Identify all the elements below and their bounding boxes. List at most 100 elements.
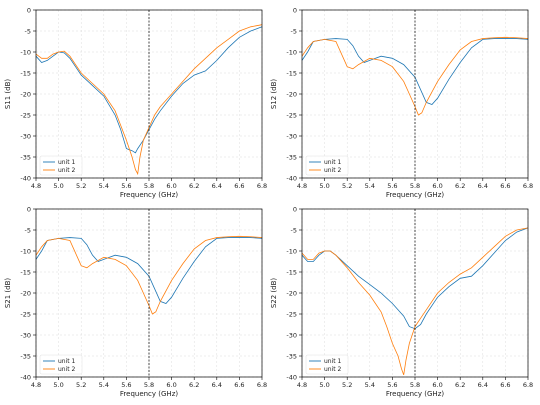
y-tick-label: -25 bbox=[20, 111, 31, 119]
x-tick-label: 5.0 bbox=[319, 182, 329, 190]
x-tick-label: 5.6 bbox=[387, 381, 397, 389]
x-tick-label: 6.4 bbox=[478, 381, 488, 389]
x-axis-label: Frequency (GHz) bbox=[120, 191, 178, 199]
x-tick-label: 6.4 bbox=[212, 381, 222, 389]
y-tick-label: -35 bbox=[286, 153, 297, 161]
y-tick-label: -30 bbox=[286, 331, 297, 339]
x-tick-label: 5.8 bbox=[144, 182, 154, 190]
x-tick-label: 5.8 bbox=[410, 182, 420, 190]
x-tick-label: 5.6 bbox=[121, 182, 131, 190]
y-tick-label: -15 bbox=[286, 268, 297, 276]
x-tick-label: 5.0 bbox=[319, 381, 329, 389]
legend-label: unit 2 bbox=[58, 366, 76, 373]
y-tick-label: -25 bbox=[20, 310, 31, 318]
series-line-unit-2 bbox=[301, 227, 529, 376]
y-tick-label: -30 bbox=[20, 132, 31, 140]
y-tick-label: 0 bbox=[27, 6, 31, 14]
y-tick-label: -25 bbox=[286, 310, 297, 318]
y-tick-label: -40 bbox=[20, 174, 31, 182]
x-tick-label: 5.4 bbox=[99, 182, 109, 190]
y-axis-label: S21 (dB) bbox=[4, 278, 12, 309]
x-axis-label: Frequency (GHz) bbox=[386, 191, 444, 199]
x-tick-label: 4.8 bbox=[31, 381, 41, 389]
x-tick-label: 6.8 bbox=[257, 182, 267, 190]
y-tick-label: -30 bbox=[286, 132, 297, 140]
y-tick-label: -15 bbox=[20, 69, 31, 77]
y-tick-label: -20 bbox=[20, 289, 31, 297]
x-tick-label: 6.8 bbox=[257, 381, 267, 389]
x-tick-label: 5.4 bbox=[365, 182, 375, 190]
y-tick-label: -25 bbox=[286, 111, 297, 119]
x-tick-label: 6.4 bbox=[212, 182, 222, 190]
y-tick-label: -35 bbox=[20, 352, 31, 360]
y-tick-label: -30 bbox=[20, 331, 31, 339]
x-tick-label: 6.2 bbox=[455, 182, 465, 190]
x-tick-label: 6.6 bbox=[500, 182, 510, 190]
series-line-unit-1 bbox=[35, 237, 263, 304]
x-tick-label: 5.8 bbox=[144, 381, 154, 389]
y-axis-label: S11 (dB) bbox=[4, 79, 12, 110]
x-tick-label: 5.2 bbox=[76, 381, 86, 389]
y-tick-label: -5 bbox=[25, 226, 31, 234]
x-tick-label: 5.6 bbox=[387, 182, 397, 190]
legend-label: unit 2 bbox=[324, 167, 342, 174]
y-tick-label: -10 bbox=[20, 247, 31, 255]
y-tick-label: -15 bbox=[20, 268, 31, 276]
series-line-unit-1 bbox=[35, 26, 263, 154]
legend-label: unit 1 bbox=[324, 159, 342, 166]
x-axis-label: Frequency (GHz) bbox=[120, 390, 178, 398]
y-axis-label: S22 (dB) bbox=[270, 278, 278, 309]
x-tick-label: 6.6 bbox=[234, 182, 244, 190]
x-tick-label: 4.8 bbox=[297, 182, 307, 190]
y-tick-label: -20 bbox=[286, 289, 297, 297]
x-tick-label: 5.6 bbox=[121, 381, 131, 389]
y-tick-label: -40 bbox=[286, 174, 297, 182]
chart-panel-3: 4.8 5.0 5.2 5.4 5.6 5.8 6.0 6.2 6.4 6.6 6.8 0 -5 -10 -… bbox=[4, 205, 267, 398]
series-line-unit-2 bbox=[35, 235, 263, 315]
y-tick-label: 0 bbox=[293, 205, 297, 213]
chart-panel-2: 4.8 5.0 5.2 5.4 5.6 5.8 6.0 6.2 6.4 6.6 6.8 0 -5 -10 -… bbox=[270, 6, 533, 199]
y-tick-label: 0 bbox=[27, 205, 31, 213]
y-tick-label: -15 bbox=[286, 69, 297, 77]
x-tick-label: 5.4 bbox=[365, 381, 375, 389]
y-tick-label: -20 bbox=[286, 90, 297, 98]
x-tick-label: 6.6 bbox=[500, 381, 510, 389]
series-line-unit-2 bbox=[301, 36, 529, 116]
y-tick-label: -10 bbox=[286, 48, 297, 56]
series-line-unit-1 bbox=[301, 38, 529, 105]
x-tick-label: 6.8 bbox=[523, 381, 533, 389]
x-tick-label: 6.2 bbox=[189, 182, 199, 190]
y-tick-label: -35 bbox=[20, 153, 31, 161]
x-tick-label: 5.4 bbox=[99, 381, 109, 389]
y-tick-label: -40 bbox=[286, 373, 297, 381]
x-tick-label: 6.0 bbox=[166, 182, 176, 190]
y-axis-label: S12 (dB) bbox=[270, 79, 278, 110]
x-tick-label: 6.2 bbox=[189, 381, 199, 389]
legend-label: unit 1 bbox=[324, 358, 342, 365]
legend-label: unit 1 bbox=[58, 358, 76, 365]
x-tick-label: 4.8 bbox=[31, 182, 41, 190]
x-tick-label: 5.0 bbox=[53, 381, 63, 389]
x-tick-label: 6.0 bbox=[432, 381, 442, 389]
x-tick-label: 5.2 bbox=[76, 182, 86, 190]
legend-label: unit 1 bbox=[58, 159, 76, 166]
x-tick-label: 6.0 bbox=[166, 381, 176, 389]
y-tick-label: -35 bbox=[286, 352, 297, 360]
x-tick-label: 5.0 bbox=[53, 182, 63, 190]
legend-label: unit 2 bbox=[58, 167, 76, 174]
y-tick-label: -20 bbox=[20, 90, 31, 98]
y-tick-label: -40 bbox=[20, 373, 31, 381]
chart-panel-4: 4.8 5.0 5.2 5.4 5.6 5.8 6.0 6.2 6.4 6.6 6.8 0 -5 -10 -… bbox=[270, 205, 533, 398]
y-tick-label: -5 bbox=[291, 226, 297, 234]
x-tick-label: 6.4 bbox=[478, 182, 488, 190]
y-tick-label: -5 bbox=[25, 27, 31, 35]
chart-panel-1: 4.8 5.0 5.2 5.4 5.6 5.8 6.0 6.2 6.4 6.6 6.8 0 -5 -10 -… bbox=[4, 6, 267, 199]
y-tick-label: -10 bbox=[20, 48, 31, 56]
x-axis-label: Frequency (GHz) bbox=[386, 390, 444, 398]
x-tick-label: 5.2 bbox=[342, 381, 352, 389]
